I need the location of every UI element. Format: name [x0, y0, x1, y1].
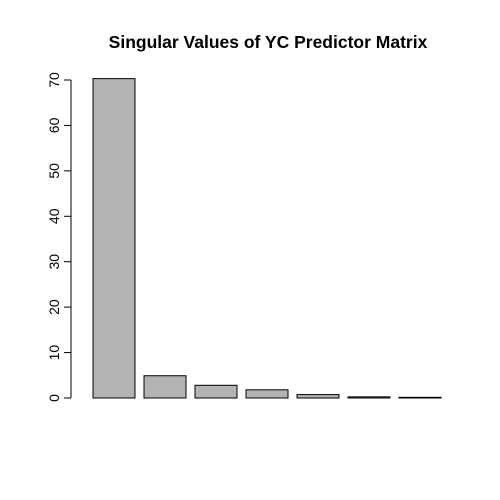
chart-title: Singular Values of YC Predictor Matrix — [109, 32, 428, 52]
bars-group — [92, 78, 442, 399]
y-tick-label: 20 — [46, 299, 62, 315]
y-tick-label: 0 — [46, 394, 62, 402]
y-tick-label: 40 — [46, 208, 62, 224]
y-tick-label: 30 — [46, 254, 62, 270]
y-tick-label: 70 — [46, 72, 62, 88]
y-tick-label: 10 — [46, 345, 62, 361]
bar-7 — [398, 396, 442, 399]
y-tick-label: 50 — [46, 163, 62, 179]
bar-3 — [194, 384, 238, 399]
bar-5 — [296, 394, 340, 399]
bar-6 — [347, 396, 391, 399]
y-tick-label: 60 — [46, 117, 62, 133]
y-axis: 0 10 20 30 40 50 60 70 — [46, 72, 72, 402]
bar-1 — [92, 78, 136, 399]
bar-2 — [143, 375, 187, 399]
bar-4 — [245, 389, 289, 399]
